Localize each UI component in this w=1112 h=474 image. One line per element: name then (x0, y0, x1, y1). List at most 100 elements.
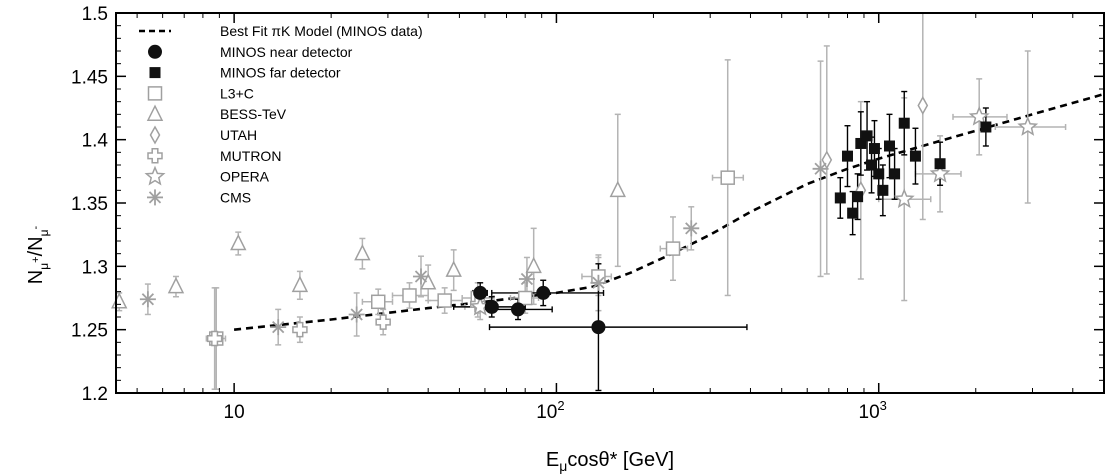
opera-point (968, 105, 990, 126)
legend-item-model: Best Fit πK Model (MINOS data) (139, 23, 423, 39)
cms-point (812, 160, 829, 177)
y-axis-title-sup1: + (30, 256, 42, 262)
cms-point (270, 319, 287, 336)
y-tick-label: 1.4 (82, 131, 109, 152)
legend-item-utah: UTAH (149, 125, 257, 145)
bess-point (419, 273, 437, 290)
far-point (852, 191, 864, 203)
legend-label-cms: CMS (220, 189, 251, 205)
l3c-point (720, 170, 735, 185)
legend-symbol-utah (149, 125, 161, 145)
near-point (591, 320, 606, 335)
far-point (934, 158, 946, 170)
near-point (511, 302, 526, 317)
legend-label-utah: UTAH (220, 127, 257, 143)
y-axis-title-mid: /N (25, 236, 47, 256)
cms-point (518, 271, 535, 287)
legend-symbol-near (148, 44, 162, 59)
far-point (841, 150, 853, 162)
axes-layer: 1.2 1.25 1.3 1.35 1.4 1.45 1.5 10 102 103 (71, 4, 1105, 423)
markers-layer (111, 95, 1039, 347)
l3c-point (437, 293, 452, 308)
mutron-point (292, 321, 308, 338)
y-tick-label: 1.3 (82, 257, 108, 278)
cms-point (683, 220, 700, 237)
opera-point (1017, 116, 1039, 136)
bess-point (445, 260, 462, 277)
far-point (883, 140, 895, 152)
legend-item-mutron: MUTRON (147, 148, 281, 164)
far-point (861, 130, 873, 142)
y-axis-title-sub2: μ (37, 229, 51, 236)
x-axis-title-sub: μ (559, 458, 567, 474)
cms-point (412, 268, 429, 285)
far-point (847, 207, 859, 219)
legend-item-bess: BESS-TeV (146, 104, 287, 122)
legend-label-opera: OPERA (220, 169, 270, 185)
legend-item-near: MINOS near detector (148, 44, 353, 60)
legend: Best Fit πK Model (MINOS data) MINOS near… (139, 23, 423, 206)
bess-point (291, 275, 309, 293)
bess-point (525, 256, 542, 274)
bess-point (354, 243, 371, 261)
legend-symbol-far (149, 67, 161, 79)
legend-symbol-mutron (147, 148, 163, 164)
far-point (834, 192, 846, 204)
far-point (980, 121, 992, 133)
legend-label-model: Best Fit πK Model (MINOS data) (220, 23, 423, 39)
bess-point (167, 276, 185, 294)
mutron-point (375, 314, 391, 330)
legend-item-cms: CMS (147, 189, 251, 206)
far-point (868, 143, 880, 155)
opera-point (893, 188, 915, 209)
y-axis-title: Nμ+/Nμ- (25, 225, 51, 284)
y-axis-title-sup2: - (30, 225, 42, 229)
opera-point (929, 162, 951, 183)
legend-label-l3c: L3+C (220, 85, 254, 101)
y-axis-title-main: N (25, 270, 47, 284)
y-tick-label: 1.25 (71, 321, 108, 342)
far-point (855, 137, 867, 149)
far-point (873, 168, 885, 180)
bess-point (111, 292, 128, 309)
l3c-point (370, 294, 386, 310)
near-point (484, 299, 499, 314)
legend-label-mutron: MUTRON (220, 148, 281, 164)
mutron-point (206, 330, 223, 347)
cms-point (348, 306, 365, 323)
legend-symbol-l3c (147, 86, 163, 101)
l3c-point (517, 290, 533, 306)
y-tick-label: 1.2 (82, 384, 108, 405)
x-axis-title: Eμcosθ* [GeV] (546, 449, 674, 474)
y-tick-label: 1.5 (82, 4, 108, 25)
model-curve-layer (233, 92, 1105, 331)
far-point (866, 159, 878, 171)
far-point (877, 184, 889, 196)
legend-symbol-opera (144, 165, 166, 186)
x-axis-title-main: E (546, 449, 559, 471)
x-axis-title-rest: cosθ* [GeV] (567, 449, 674, 471)
bess-point (230, 233, 247, 251)
cms-point (139, 291, 156, 308)
utah-point (917, 95, 929, 115)
near-point (473, 285, 488, 300)
legend-item-opera: OPERA (144, 165, 270, 186)
legend-symbol-bess (146, 104, 164, 121)
l3c-point (402, 288, 417, 303)
near-point (536, 285, 551, 300)
legend-label-far: MINOS far detector (220, 65, 341, 81)
y-tick-label: 1.35 (71, 194, 108, 215)
y-axis-title-sub1: μ (37, 263, 51, 270)
legend-item-far: MINOS far detector (149, 65, 341, 81)
model-curve (233, 92, 1105, 331)
bess-point (609, 180, 626, 198)
y-tick-label: 1.45 (71, 67, 108, 88)
far-point (909, 150, 921, 162)
legend-label-bess: BESS-TeV (220, 106, 287, 122)
legend-item-l3c: L3+C (147, 85, 254, 101)
legend-symbol-cms (147, 189, 163, 206)
l3c-point (665, 241, 681, 256)
x-tick-label: 102 (536, 398, 564, 423)
far-point (889, 168, 901, 180)
